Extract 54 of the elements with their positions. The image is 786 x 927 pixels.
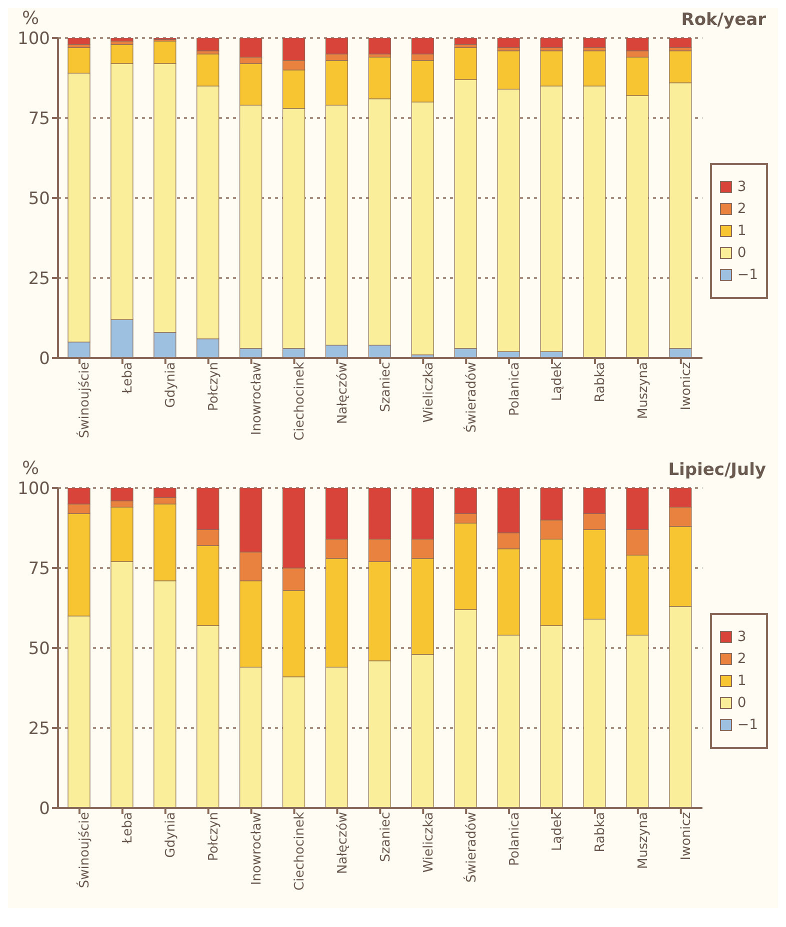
legend-label: −1: [737, 716, 758, 732]
x-tick-label: Świeradów: [462, 812, 480, 883]
x-tick-label: Ciechocinek: [292, 812, 308, 891]
x-tick-label: Iwonicz: [679, 362, 694, 410]
y-tick-label: 100: [18, 29, 50, 50]
x-tick-label: Szaniec: [378, 362, 394, 412]
legend-label: 3: [737, 178, 746, 194]
x-tick-label: Świnoujście: [76, 362, 93, 438]
y-tick-label: 0: [39, 799, 50, 820]
legend-label: −1: [737, 266, 758, 282]
x-tick-label: Rabka: [593, 812, 608, 852]
x-tick-label: Wieliczka: [421, 362, 436, 423]
legend-label: 2: [737, 650, 746, 666]
legend-label: 3: [737, 628, 746, 644]
y-axis-title: %: [22, 8, 40, 29]
x-tick-label: Iwonicz: [679, 812, 694, 860]
chart-title: Lipiec/July: [668, 460, 766, 480]
x-tick-label: Muszyna: [636, 362, 652, 419]
x-tick-label: Inowrocław: [250, 362, 265, 436]
legend-label: 1: [737, 222, 746, 238]
y-tick-label: 75: [28, 109, 50, 130]
x-tick-label: Szaniec: [378, 812, 394, 862]
x-tick-label: Gdynia: [164, 362, 179, 408]
y-tick-label: 25: [28, 269, 50, 290]
x-tick-label: Gdynia: [164, 812, 179, 858]
legend-label: 1: [737, 672, 746, 688]
x-tick-label: Świeradów: [462, 362, 480, 433]
y-tick-label: 50: [28, 189, 50, 210]
legend-label: 0: [737, 244, 746, 260]
x-tick-label: Nałęczów: [335, 362, 350, 424]
x-tick-label: Łeba: [120, 812, 136, 845]
x-tick-label: Połczyn: [206, 812, 222, 861]
y-tick-label: 50: [28, 639, 50, 660]
x-tick-label: Łeba: [120, 362, 136, 395]
x-tick-label: Ciechocinek: [292, 362, 308, 441]
x-tick-label: Inowrocław: [250, 812, 265, 886]
legend-label: 0: [737, 694, 746, 710]
y-tick-label: 100: [18, 479, 50, 500]
x-tick-label: Lądek: [550, 362, 566, 401]
legend-label: 2: [737, 200, 746, 216]
x-tick-label: Muszyna: [636, 812, 652, 869]
x-tick-label: Rabka: [593, 362, 608, 402]
y-tick-label: 25: [28, 719, 50, 740]
x-tick-label: Wieliczka: [421, 812, 436, 873]
x-tick-label: Nałęczów: [335, 812, 350, 874]
x-tick-label: Polanica: [507, 812, 522, 866]
x-tick-label: Połczyn: [206, 362, 222, 411]
y-tick-label: 0: [39, 349, 50, 370]
y-tick-label: 75: [28, 559, 50, 580]
y-axis-title: %: [22, 458, 40, 479]
x-tick-label: Lądek: [550, 812, 566, 851]
x-tick-label: Świnoujście: [76, 812, 93, 888]
x-tick-label: Polanica: [507, 362, 522, 416]
chart-title: Rok/year: [681, 10, 766, 30]
